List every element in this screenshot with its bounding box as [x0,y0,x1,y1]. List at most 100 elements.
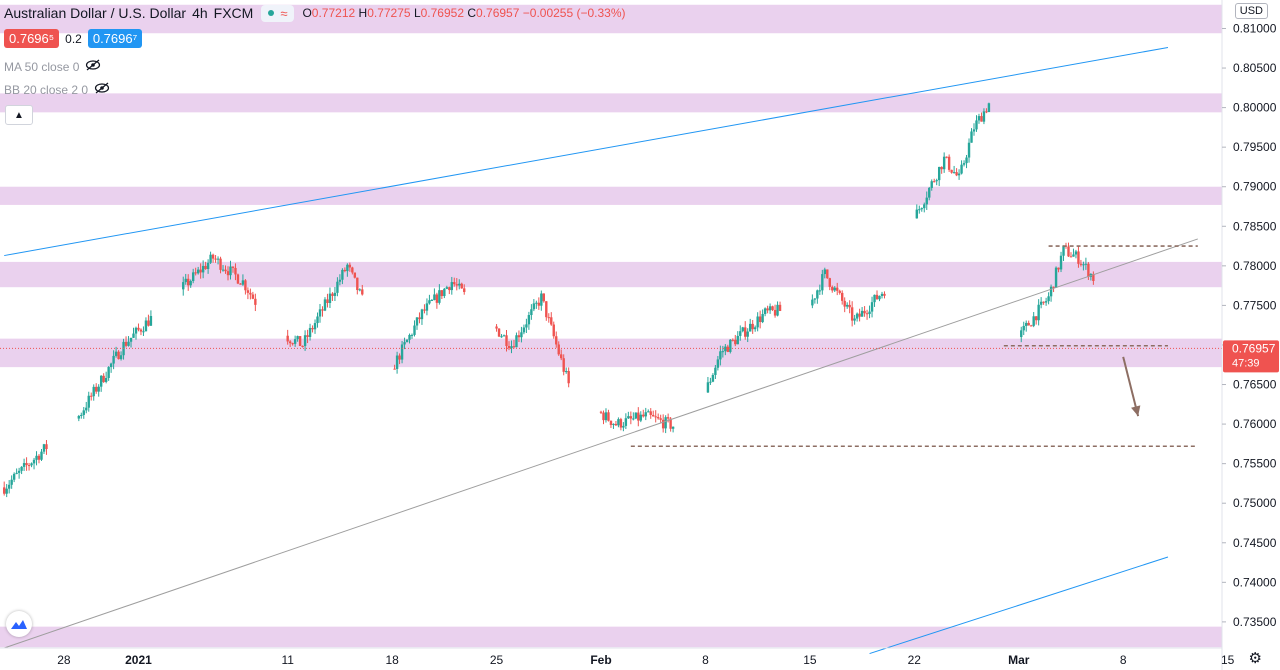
candle [550,317,553,325]
candle [848,304,851,308]
candle [428,300,431,304]
time-tick-label: 28 [57,653,71,667]
candle [532,303,536,310]
candle [1025,322,1028,326]
candle [607,412,610,421]
candle [714,367,717,375]
candle [1059,255,1063,270]
sr-zones [0,4,1222,648]
candle [196,269,200,274]
candle [1029,325,1033,327]
candle [244,280,247,291]
candle [415,317,419,326]
candle [972,129,976,132]
price-tick-label: 0.80000 [1233,101,1277,115]
candle [878,295,881,300]
candle [1074,251,1078,255]
candle [813,298,817,300]
price-tick-label: 0.75500 [1233,457,1277,471]
candle [99,375,103,387]
candle [333,292,337,296]
gear-icon[interactable]: ⚙ [1248,650,1262,667]
change-value: −0.00255 (−0.33%) [522,6,626,20]
candle [331,293,334,296]
candle [246,290,250,293]
candle [761,314,764,323]
candle [189,280,192,286]
candle [982,111,986,122]
candle [768,306,772,311]
candle [497,328,501,337]
candle [219,258,222,270]
candle [749,323,752,332]
candle [980,116,983,122]
candle [527,315,531,325]
candle [828,278,831,287]
candle [114,351,118,356]
candle [731,339,734,341]
candle [104,378,108,382]
candle [1054,267,1058,288]
candle [933,181,936,183]
candle [763,308,767,315]
quote-boxes: 0.7696⁵ 0.2 0.7696⁷ [4,29,143,48]
indicator-bb[interactable]: BB 20 close 2 0 [4,82,110,97]
tradingview-logo-icon[interactable] [6,611,32,637]
buy-button[interactable]: 0.7696⁷ [87,29,143,48]
price-tick-label: 0.74500 [1233,536,1277,550]
candle [734,339,737,345]
sr-zone [0,186,1222,205]
eye-crossed-icon[interactable] [85,59,101,74]
candle [552,324,555,337]
candle [293,339,297,344]
candle [3,487,6,494]
candle [512,346,516,348]
candle [117,351,120,360]
candle [142,331,145,333]
candle [25,463,28,466]
indicator-ma[interactable]: MA 50 close 0 [4,59,101,74]
candle [970,131,973,143]
candle [860,310,864,317]
candle [410,334,414,336]
candle [502,335,506,337]
candle [719,351,722,360]
candle [868,311,871,314]
candle [291,343,294,345]
candle [224,269,227,272]
candle [836,287,839,291]
candle [1034,316,1038,321]
candle [460,283,463,289]
candle [647,411,650,413]
candle [308,327,312,337]
candle [915,209,919,219]
symbol-name[interactable]: Australian Dollar / U.S. Dollar [4,5,187,21]
candle [739,331,742,336]
candle [644,412,647,417]
sell-button[interactable]: 0.7696⁵ [4,29,60,48]
price-tick-label: 0.79000 [1233,180,1277,194]
candle [306,335,309,337]
candle [1072,254,1075,257]
candle [438,290,441,303]
market-status-pill[interactable]: ≈ [261,4,295,22]
channel-line [869,556,1169,655]
eye-crossed-icon[interactable] [94,82,110,97]
currency-label[interactable]: USD [1234,3,1268,19]
candle [97,386,100,392]
candle [507,346,511,349]
candle [418,317,421,320]
candle [301,345,304,347]
collapse-legend-button[interactable]: ▲ [5,105,33,125]
candle [562,358,565,372]
candle [194,272,197,274]
candle [216,258,220,260]
timeframe[interactable]: 4h [192,5,208,21]
candle [736,335,739,345]
candle [841,292,844,301]
candle [90,395,93,397]
candle [724,346,727,352]
candle [313,323,317,330]
high-value: 0.77275 [367,6,411,20]
